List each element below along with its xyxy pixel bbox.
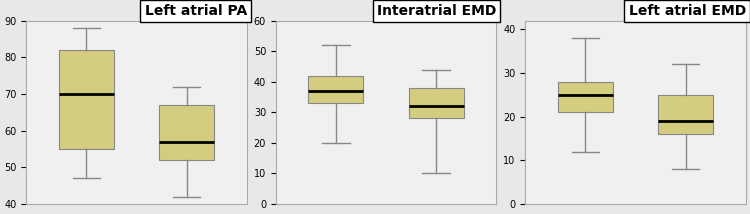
PathPatch shape — [558, 82, 613, 112]
PathPatch shape — [58, 50, 114, 149]
PathPatch shape — [409, 88, 464, 118]
PathPatch shape — [658, 95, 713, 134]
Text: Left atrial EMD: Left atrial EMD — [628, 4, 746, 18]
PathPatch shape — [159, 105, 214, 160]
Text: Left atrial PA: Left atrial PA — [145, 4, 247, 18]
Text: Interatrial EMD: Interatrial EMD — [377, 4, 496, 18]
PathPatch shape — [308, 76, 364, 103]
